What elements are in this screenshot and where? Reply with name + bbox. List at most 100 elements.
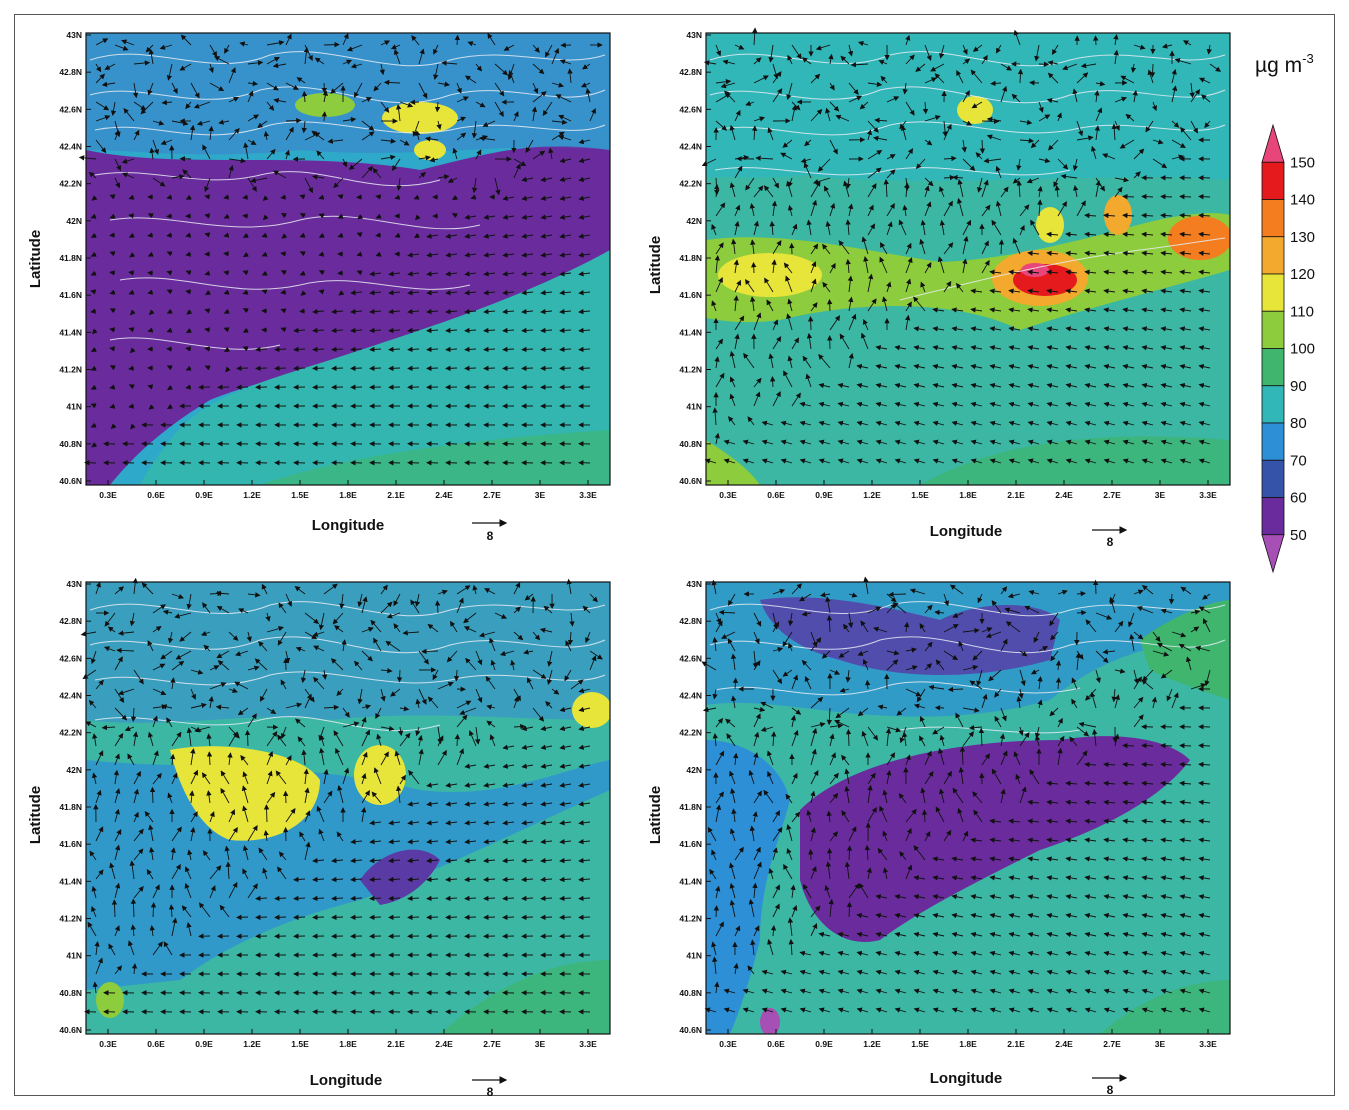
- wind-vector: [299, 194, 306, 200]
- wind-vector: [350, 290, 363, 296]
- wind-vector: [122, 172, 135, 179]
- wind-vector: [282, 790, 289, 804]
- wind-vector: [589, 107, 596, 122]
- wind-vector: [970, 69, 983, 84]
- wind-vector: [152, 177, 166, 187]
- wind-vector: [578, 176, 591, 183]
- y-tick-label: 43N: [686, 579, 702, 589]
- x-axis-label: Longitude: [312, 517, 384, 534]
- wind-vector: [396, 669, 403, 683]
- wind-vector: [521, 365, 534, 371]
- x-tick-label: 1.8E: [959, 1039, 977, 1049]
- wind-vector: [791, 44, 802, 60]
- y-tick-label: 40.6N: [679, 1025, 702, 1035]
- wind-vector: [413, 232, 420, 238]
- wind-vector: [90, 270, 97, 276]
- wind-vector: [303, 47, 310, 65]
- x-tick-label: 2.1E: [387, 490, 405, 500]
- wind-vector: [521, 195, 534, 201]
- wind-vector: [578, 138, 591, 145]
- wind-vector: [456, 82, 462, 94]
- wind-vector: [456, 96, 469, 103]
- wind-vector: [399, 139, 410, 146]
- wind-vector: [281, 233, 288, 239]
- y-tick-label: 41.8N: [59, 802, 82, 812]
- wind-vector: [152, 120, 165, 126]
- wind-vector: [525, 139, 534, 153]
- wind-vector: [331, 365, 344, 371]
- wind-vector: [331, 346, 344, 353]
- wind-vector: [185, 365, 192, 371]
- wind-vector: [445, 327, 458, 334]
- hotspot: [1104, 195, 1132, 235]
- wind-vector: [369, 914, 382, 920]
- x-tick-label: 0.6E: [147, 490, 165, 500]
- wind-vector: [91, 195, 98, 201]
- wind-vector: [193, 101, 211, 109]
- y-tick-label: 41N: [66, 402, 82, 412]
- wind-vector: [114, 158, 121, 172]
- wind-vector: [166, 289, 173, 295]
- wind-vector: [559, 157, 572, 164]
- wind-vector: [1141, 193, 1154, 200]
- wind-vector: [109, 403, 116, 409]
- wind-vector: [375, 213, 382, 219]
- wind-vector: [128, 270, 135, 276]
- x-tick-label: 3E: [535, 1039, 546, 1049]
- wind-vector: [318, 232, 325, 238]
- wind-vector: [483, 308, 496, 315]
- wind-vector: [394, 194, 401, 200]
- x-tick-label: 2.1E: [1007, 1039, 1025, 1049]
- wind-vector: [166, 213, 173, 219]
- wind-vector: [361, 97, 372, 103]
- wind-vector: [578, 327, 591, 334]
- y-tick-label: 42.6N: [679, 104, 702, 114]
- y-axis-label: Latitude: [27, 786, 44, 844]
- wind-vector: [350, 327, 363, 334]
- hotspot: [382, 102, 458, 134]
- wind-vector: [540, 346, 553, 353]
- panel-top-left: 0.3E 0.6E 0.9E 1.2E 1.5E 1.8E 2.1E 2.4E 2.7E 3E 3.…: [27, 30, 611, 543]
- y-tick-label: 41.2N: [59, 365, 82, 375]
- y-tick-label: 43N: [66, 30, 82, 40]
- wind-vector: [109, 213, 116, 219]
- wind-vector: [715, 79, 732, 85]
- wind-vector: [494, 82, 505, 97]
- wind-vector: [204, 308, 211, 314]
- wind-vector: [196, 120, 211, 126]
- wind-vector: [274, 365, 287, 371]
- wind-vector: [95, 73, 106, 84]
- wind-vector: [247, 177, 257, 192]
- wind-vector: [369, 327, 382, 334]
- x-tick-label: 1.5E: [911, 1039, 929, 1049]
- wind-vector: [350, 365, 363, 371]
- wind-vector: [350, 914, 363, 920]
- wind-vector: [1092, 579, 1099, 595]
- wind-vector: [445, 365, 458, 371]
- wind-vector: [388, 327, 401, 334]
- wind-vector: [399, 101, 414, 108]
- wind-vector: [323, 41, 340, 48]
- x-tick-label: 3.3E: [579, 490, 597, 500]
- x-tick-label: 3E: [1155, 1039, 1166, 1049]
- wind-vector: [110, 423, 117, 430]
- colorbar-segment: [1261, 534, 1285, 574]
- wind-vector: [418, 155, 431, 161]
- wind-vector: [521, 233, 534, 239]
- wind-vector: [166, 63, 173, 81]
- wind-vector: [204, 213, 211, 219]
- wind-vector: [981, 54, 988, 65]
- wind-vector: [390, 44, 401, 50]
- y-tick-label: 42.8N: [59, 616, 82, 626]
- wind-vector: [433, 44, 439, 55]
- wind-vector: [578, 157, 591, 164]
- x-tick-label: 0.9E: [195, 1039, 213, 1049]
- wind-vector: [464, 290, 477, 296]
- wind-vector: [223, 213, 230, 219]
- colorbar-segment: [1261, 236, 1285, 275]
- wind-vector: [447, 177, 458, 183]
- sea-high-region: [920, 436, 1230, 485]
- wind-vector: [521, 214, 534, 220]
- wind-vector: [388, 365, 401, 371]
- colorbar-label: 130: [1290, 229, 1315, 246]
